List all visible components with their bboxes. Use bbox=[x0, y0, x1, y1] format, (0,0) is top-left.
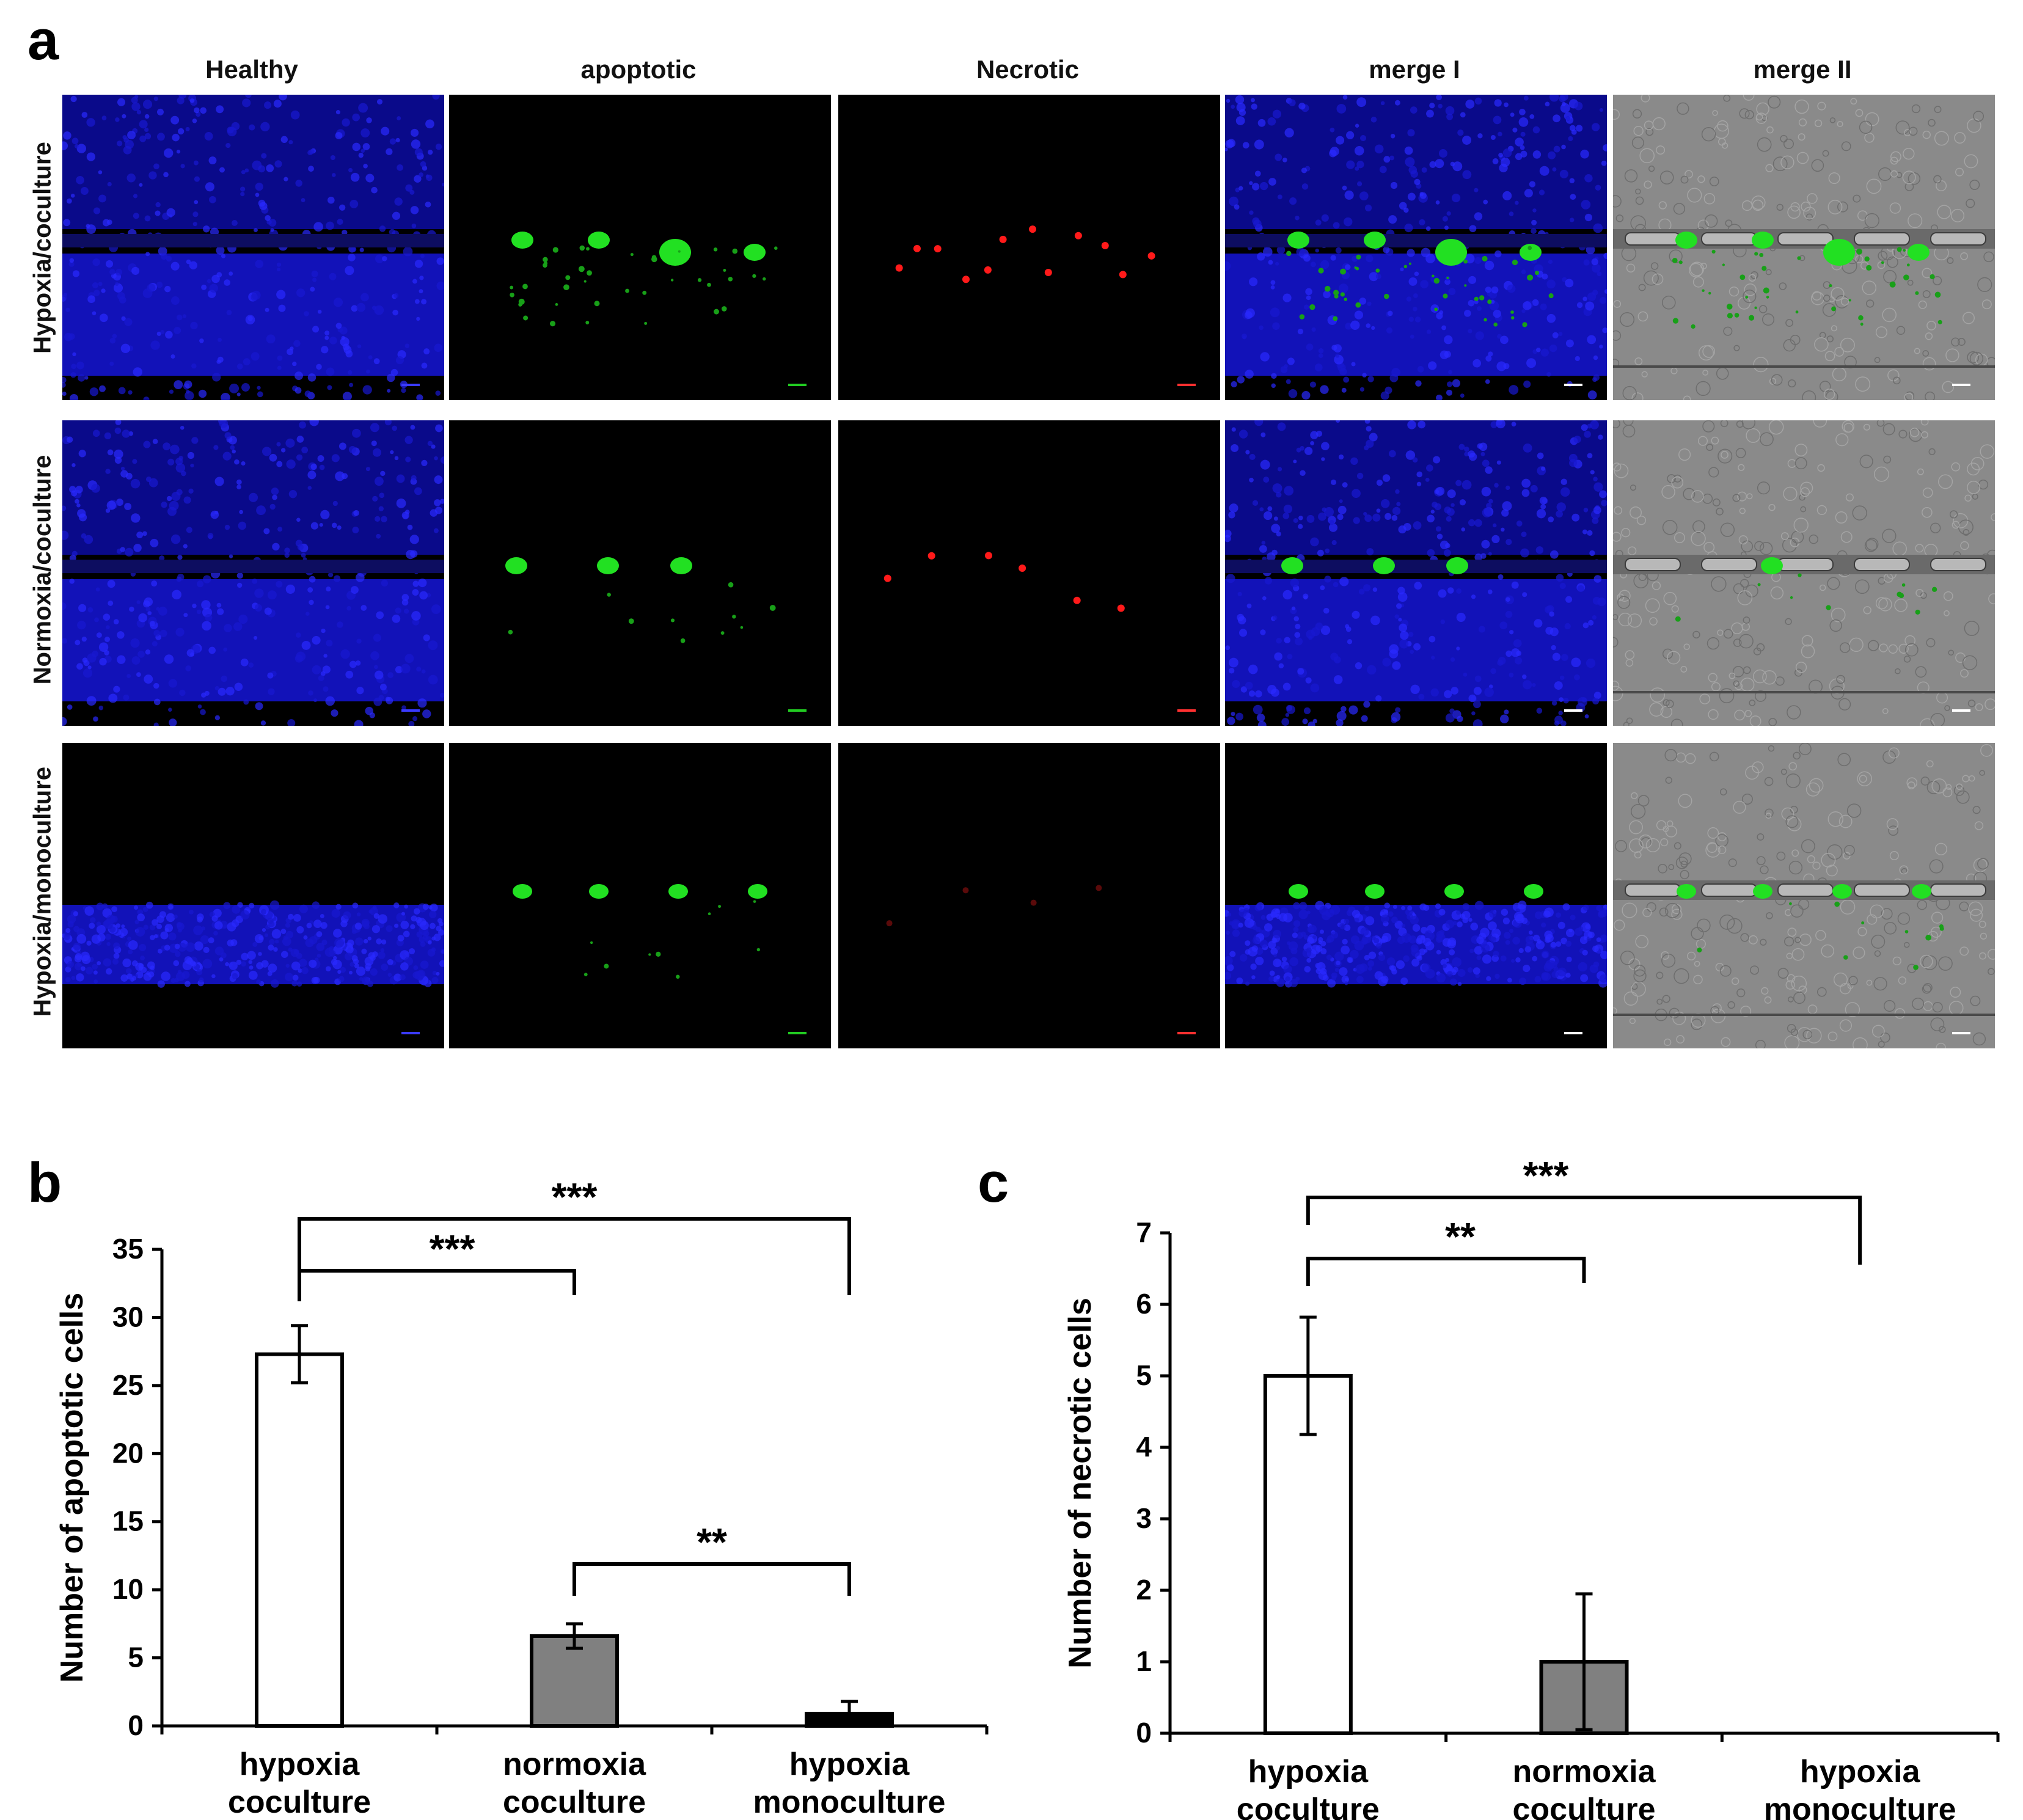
y-tick-label: 25 bbox=[112, 1369, 144, 1401]
category-label: monoculture bbox=[753, 1785, 946, 1820]
category-label: coculture bbox=[503, 1785, 646, 1820]
micrograph-hypoxia-coculture-merge-2 bbox=[1613, 95, 1995, 400]
significance-bracket bbox=[1306, 1196, 1862, 1265]
panel-b-letter: b bbox=[27, 1152, 62, 1214]
y-tick-label: 5 bbox=[1136, 1359, 1152, 1391]
category-label: hypoxia bbox=[240, 1747, 360, 1782]
micrograph-hypoxia-monoculture-merge-1 bbox=[1225, 743, 1607, 1048]
y-tick-label: 35 bbox=[112, 1233, 144, 1265]
y-axis-label: Number of necrotic cells bbox=[1063, 1298, 1098, 1668]
y-tick-label: 7 bbox=[1136, 1216, 1152, 1248]
y-tick-label: 10 bbox=[112, 1573, 144, 1605]
category-label: normoxia bbox=[503, 1747, 646, 1782]
micrograph-hypoxia-monoculture-apoptotic bbox=[449, 743, 831, 1048]
significance-label: *** bbox=[430, 1227, 475, 1271]
category-label: normoxia bbox=[1512, 1754, 1656, 1789]
significance-label: ** bbox=[1445, 1215, 1476, 1259]
y-tick-label: 0 bbox=[128, 1709, 144, 1741]
significance-label: ** bbox=[697, 1520, 727, 1564]
significance-label: *** bbox=[1523, 1161, 1569, 1197]
significance-bracket bbox=[573, 1562, 851, 1596]
category-label: hypoxia bbox=[789, 1747, 910, 1782]
category-label: hypoxia bbox=[1248, 1754, 1369, 1789]
category-label: monoculture bbox=[1764, 1792, 1956, 1820]
y-tick-label: 20 bbox=[112, 1437, 144, 1469]
column-header-merge-2: merge II bbox=[1753, 55, 1852, 84]
micrograph-normoxia-coculture-apoptotic bbox=[449, 420, 831, 726]
category-label: coculture bbox=[1512, 1792, 1655, 1820]
category-label: hypoxia bbox=[1800, 1754, 1921, 1789]
category-label: coculture bbox=[228, 1785, 371, 1820]
column-header-merge-1: merge I bbox=[1369, 55, 1460, 84]
y-tick-label: 3 bbox=[1136, 1502, 1152, 1534]
y-tick-label: 2 bbox=[1136, 1574, 1152, 1606]
micrograph-normoxia-coculture-necrotic bbox=[838, 420, 1220, 726]
significance-label: *** bbox=[552, 1175, 598, 1219]
significance-bracket bbox=[298, 1269, 576, 1301]
category-label: coculture bbox=[1237, 1792, 1380, 1820]
micrograph-hypoxia-coculture-merge-1 bbox=[1225, 95, 1607, 400]
y-tick-label: 6 bbox=[1136, 1288, 1152, 1320]
significance-bracket bbox=[1306, 1257, 1586, 1286]
panel-a-letter: a bbox=[27, 9, 59, 71]
column-header-healthy: Healthy bbox=[205, 55, 298, 84]
row-label-hypoxia-coculture: Hypoxia/coculture bbox=[29, 142, 56, 354]
column-header-apoptotic: apoptotic bbox=[580, 55, 697, 84]
apoptotic-cells-chart: 0 5 10 15 20 25 30 35 Number of apoptotic cells h… bbox=[54, 1175, 989, 1820]
y-tick-label: 1 bbox=[1136, 1645, 1152, 1677]
y-tick-label: 0 bbox=[1136, 1717, 1152, 1749]
bar bbox=[255, 1352, 344, 1728]
micrograph-hypoxia-monoculture-necrotic bbox=[838, 743, 1220, 1048]
y-tick-label: 5 bbox=[128, 1642, 144, 1673]
row-label-normoxia-coculture: Normoxia/coculture bbox=[29, 455, 56, 685]
panel-c-letter: c bbox=[978, 1152, 1009, 1214]
micrograph-hypoxia-monoculture-merge-2 bbox=[1613, 743, 1995, 1048]
significance-bracket bbox=[298, 1217, 851, 1295]
micrograph-hypoxia-coculture-healthy bbox=[62, 95, 444, 400]
micrograph-hypoxia-coculture-apoptotic bbox=[449, 95, 831, 400]
micrograph-normoxia-coculture-merge-2 bbox=[1613, 420, 1995, 726]
micrograph-normoxia-coculture-healthy bbox=[62, 420, 444, 726]
micrograph-normoxia-coculture-merge-1 bbox=[1225, 420, 1607, 726]
y-tick-label: 15 bbox=[112, 1505, 144, 1537]
y-axis-label: Number of apoptotic cells bbox=[54, 1293, 90, 1683]
column-header-necrotic: Necrotic bbox=[976, 55, 1080, 84]
y-tick-label: 4 bbox=[1136, 1431, 1152, 1463]
micrograph-hypoxia-coculture-necrotic bbox=[838, 95, 1220, 400]
y-tick-label: 30 bbox=[112, 1301, 144, 1332]
micrograph-hypoxia-monoculture-healthy bbox=[62, 743, 444, 1048]
row-label-hypoxia-monoculture: Hypoxia/monoculture bbox=[29, 767, 56, 1017]
necrotic-cells-chart: 0 1 2 3 4 5 6 7 Number of necrotic cells hypoxia c… bbox=[1063, 1161, 2000, 1820]
